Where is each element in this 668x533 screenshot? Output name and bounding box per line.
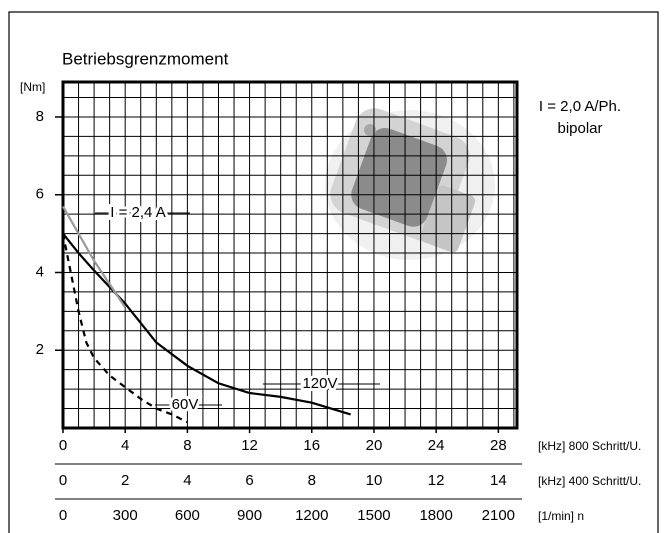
x-tick-label: 900 — [237, 507, 262, 524]
x-tick-label: 0 — [59, 437, 67, 454]
plot-border — [61, 80, 519, 430]
x-tick-label: 2100 — [482, 507, 515, 524]
y-tick-label: 6 — [36, 186, 44, 203]
x-tick-label: 12 — [428, 472, 445, 489]
y-tick-label: 8 — [36, 108, 44, 125]
x-tick-label: 4 — [121, 437, 129, 454]
x-tick-label: 10 — [366, 472, 383, 489]
x-tick-label: 6 — [245, 472, 253, 489]
data-line — [62, 232, 351, 416]
annotation: I = 2,0 A/Ph. — [539, 98, 621, 115]
series-label: 120V — [302, 375, 337, 392]
x-axis-label: [1/min] n — [538, 509, 584, 523]
x-tick-label: 8 — [308, 472, 316, 489]
x-tick-label: 1800 — [419, 507, 452, 524]
x-tick-label: 20 — [366, 437, 383, 454]
annotation: bipolar — [557, 120, 602, 137]
x-tick-label: 300 — [113, 507, 138, 524]
data-line — [61, 233, 188, 424]
series-label: I = 2,4 A — [110, 204, 165, 221]
chart-title: Betriebsgrenzmoment — [62, 49, 229, 68]
y-tick-label: 4 — [36, 263, 44, 280]
y-tick-label: 2 — [36, 341, 44, 358]
x-tick-label: 8 — [183, 437, 191, 454]
x-axis-label: [kHz] 800 Schritt/U. — [538, 439, 641, 453]
x-tick-label: 16 — [303, 437, 320, 454]
x-tick-label: 1500 — [357, 507, 390, 524]
x-tick-label: 1200 — [295, 507, 328, 524]
y-axis-label: [Nm] — [20, 80, 45, 94]
x-axis-label: [kHz] 400 Schritt/U. — [538, 474, 641, 488]
x-tick-label: 0 — [59, 507, 67, 524]
x-tick-label: 4 — [183, 472, 191, 489]
x-tick-label: 12 — [241, 437, 258, 454]
data-line — [62, 205, 127, 309]
x-tick-label: 28 — [490, 437, 507, 454]
x-tick-label: 600 — [175, 507, 200, 524]
x-tick-label: 24 — [428, 437, 445, 454]
series-label: 60V — [172, 396, 199, 413]
x-tick-label: 0 — [59, 472, 67, 489]
frame — [8, 11, 659, 533]
x-tick-label: 2 — [121, 472, 129, 489]
x-tick-label: 14 — [490, 472, 507, 489]
motor-photo — [325, 108, 495, 260]
